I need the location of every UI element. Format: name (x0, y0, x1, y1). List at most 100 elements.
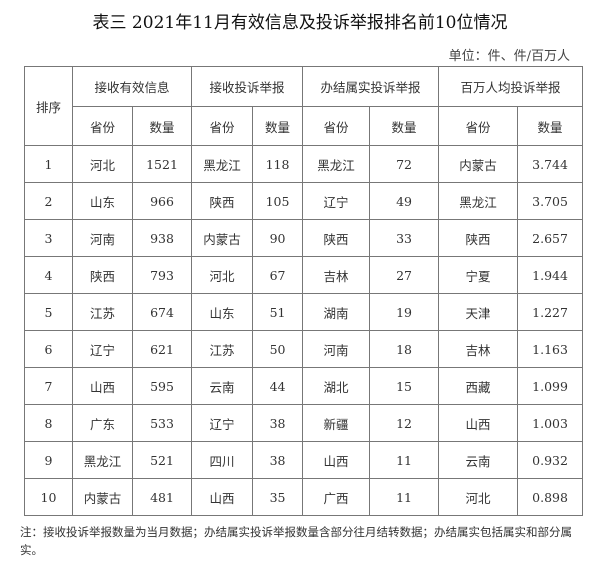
count-cell: 12 (369, 404, 440, 442)
table-title: 表三 2021年11月有效信息及投诉举报排名前10位情况 (92, 13, 508, 33)
province-cell: 湖南 (302, 293, 371, 331)
province-cell: 陕西 (302, 219, 371, 257)
province-cell: 黑龙江 (191, 145, 254, 183)
count-cell: 1521 (131, 145, 193, 183)
province-cell: 河北 (72, 145, 133, 183)
count-cell: 11 (369, 441, 440, 479)
count-cell: 3.744 (517, 145, 584, 183)
province-cell: 西藏 (438, 367, 519, 405)
count-cell: 793 (131, 256, 193, 294)
rank-cell: 1 (24, 145, 73, 183)
province-cell: 辽宁 (72, 330, 133, 368)
header-group: 办结属实投诉举报 (302, 66, 440, 107)
header-group: 百万人均投诉举报 (438, 66, 584, 107)
header-province: 省份 (438, 106, 519, 146)
rank-cell: 10 (24, 478, 73, 516)
table-row: 4 陕西 793 河北 67 吉林 27 宁夏 1.944 (24, 256, 584, 294)
table-row: 7 山西 595 云南 44 湖北 15 西藏 1.099 (24, 367, 584, 405)
count-cell: 1.944 (517, 256, 584, 294)
rank-cell: 3 (24, 219, 73, 257)
rank-cell: 9 (24, 441, 73, 479)
province-cell: 新疆 (302, 404, 371, 442)
count-cell: 105 (252, 182, 304, 220)
count-cell: 0.898 (517, 478, 584, 516)
count-cell: 27 (369, 256, 440, 294)
province-cell: 宁夏 (438, 256, 519, 294)
header-province: 省份 (72, 106, 133, 146)
province-cell: 陕西 (438, 219, 519, 257)
province-cell: 云南 (191, 367, 254, 405)
province-cell: 河南 (72, 219, 133, 257)
header-row-sub: 省份 数量 省份 数量 省份 数量 省份 数量 (25, 106, 584, 146)
province-cell: 黑龙江 (302, 145, 371, 183)
province-cell: 陕西 (191, 182, 254, 220)
province-cell: 山东 (72, 182, 133, 220)
province-cell: 辽宁 (302, 182, 371, 220)
header-rank: 排序 (24, 66, 73, 146)
header-group: 接收投诉举报 (191, 66, 304, 107)
province-cell: 山西 (302, 441, 371, 479)
table-row: 10 内蒙古 481 山西 35 广西 11 河北 0.898 (24, 478, 584, 516)
count-cell: 0.932 (517, 441, 584, 479)
count-cell: 938 (131, 219, 193, 257)
province-cell: 四川 (191, 441, 254, 479)
count-cell: 621 (131, 330, 193, 368)
count-cell: 38 (252, 441, 304, 479)
count-cell: 15 (369, 367, 440, 405)
unit-label: 单位：件、件/百万人 (448, 49, 570, 64)
province-cell: 陕西 (72, 256, 133, 294)
province-cell: 河南 (302, 330, 371, 368)
count-cell: 33 (369, 219, 440, 257)
count-cell: 3.705 (517, 182, 584, 220)
count-cell: 72 (369, 145, 440, 183)
count-cell: 44 (252, 367, 304, 405)
count-cell: 521 (131, 441, 193, 479)
province-cell: 广西 (302, 478, 371, 516)
count-cell: 18 (369, 330, 440, 368)
province-cell: 内蒙古 (72, 478, 133, 516)
province-cell: 内蒙古 (191, 219, 254, 257)
count-cell: 1.003 (517, 404, 584, 442)
table-row: 1 河北 1521 黑龙江 118 黑龙江 72 内蒙古 3.744 (24, 145, 584, 183)
count-cell: 19 (369, 293, 440, 331)
header-province: 省份 (191, 106, 254, 146)
table-row: 8 广东 533 辽宁 38 新疆 12 山西 1.003 (24, 404, 584, 442)
count-cell: 67 (252, 256, 304, 294)
header-province: 省份 (302, 106, 371, 146)
province-cell: 河北 (438, 478, 519, 516)
province-cell: 内蒙古 (438, 145, 519, 183)
rank-cell: 4 (24, 256, 73, 294)
province-cell: 河北 (191, 256, 254, 294)
header-count: 数量 (252, 106, 304, 146)
header-count: 数量 (131, 106, 193, 146)
count-cell: 11 (369, 478, 440, 516)
province-cell: 山西 (72, 367, 133, 405)
header-row-groups: 排序 接收有效信息 接收投诉举报 办结属实投诉举报 百万人均投诉举报 (24, 66, 584, 146)
count-cell: 51 (252, 293, 304, 331)
count-cell: 2.657 (517, 219, 584, 257)
count-cell: 595 (131, 367, 193, 405)
province-cell: 湖北 (302, 367, 371, 405)
province-cell: 黑龙江 (72, 441, 133, 479)
province-cell: 吉林 (302, 256, 371, 294)
rank-cell: 6 (24, 330, 73, 368)
count-cell: 90 (252, 219, 304, 257)
rank-cell: 5 (24, 293, 73, 331)
footnote: 注：接收投诉举报数量为当月数据；办结属实投诉举报数量含部分往月结转数据；办结属实… (20, 525, 572, 557)
rank-cell: 7 (24, 367, 73, 405)
province-cell: 江苏 (72, 293, 133, 331)
count-cell: 1.163 (517, 330, 584, 368)
count-cell: 1.227 (517, 293, 584, 331)
province-cell: 天津 (438, 293, 519, 331)
count-cell: 49 (369, 182, 440, 220)
rank-cell: 8 (24, 404, 73, 442)
province-cell: 山西 (191, 478, 254, 516)
count-cell: 1.099 (517, 367, 584, 405)
ranking-table: 排序 接收有效信息 接收投诉举报 办结属实投诉举报 百万人均投诉举报 省份 数量… (24, 66, 584, 516)
table-row: 2 山东 966 陕西 105 辽宁 49 黑龙江 3.705 (24, 182, 584, 220)
count-cell: 118 (252, 145, 304, 183)
rank-cell: 2 (24, 182, 73, 220)
table-row: 5 江苏 674 山东 51 湖南 19 天津 1.227 (24, 293, 584, 331)
table-row: 6 辽宁 621 江苏 50 河南 18 吉林 1.163 (24, 330, 584, 368)
